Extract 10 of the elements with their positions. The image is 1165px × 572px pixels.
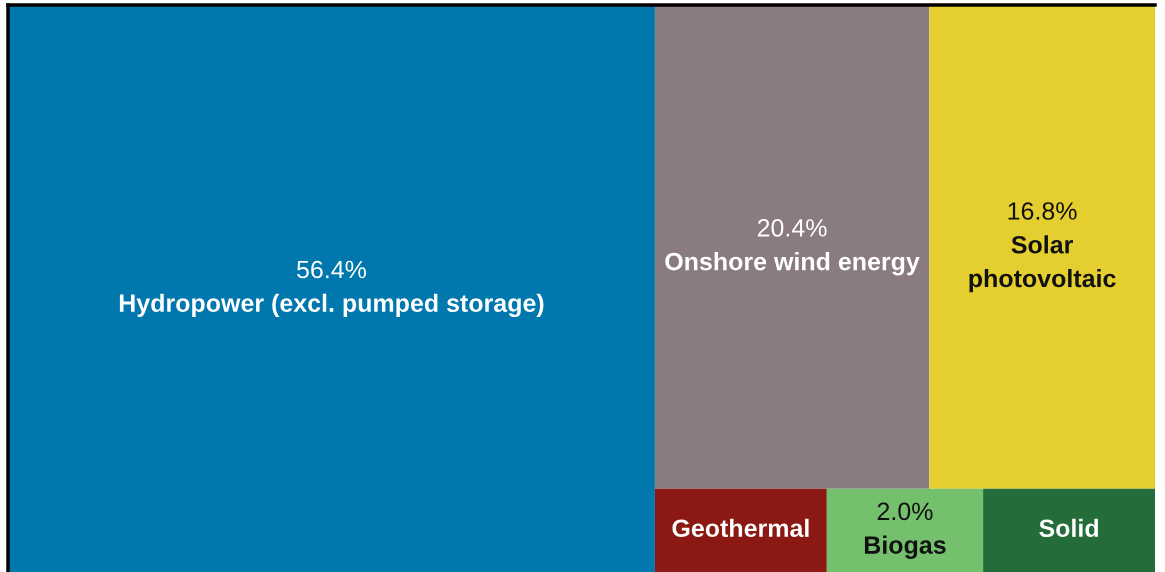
data-label: 16.8% [1008,202,1077,220]
category-label: Biogas [864,535,946,559]
category-label: Solar photovoltaic [969,235,1116,293]
category-label: Solid [1039,518,1098,538]
data-label: 2.0% [877,502,933,521]
data-label: 20.4% [757,219,827,237]
category-label: Onshore wind energy [665,252,920,276]
category-label: Geothermal [672,518,809,538]
category-label: Hydropower (excl. pumped storage) [119,293,544,318]
data-label: 56.4% [297,260,367,279]
